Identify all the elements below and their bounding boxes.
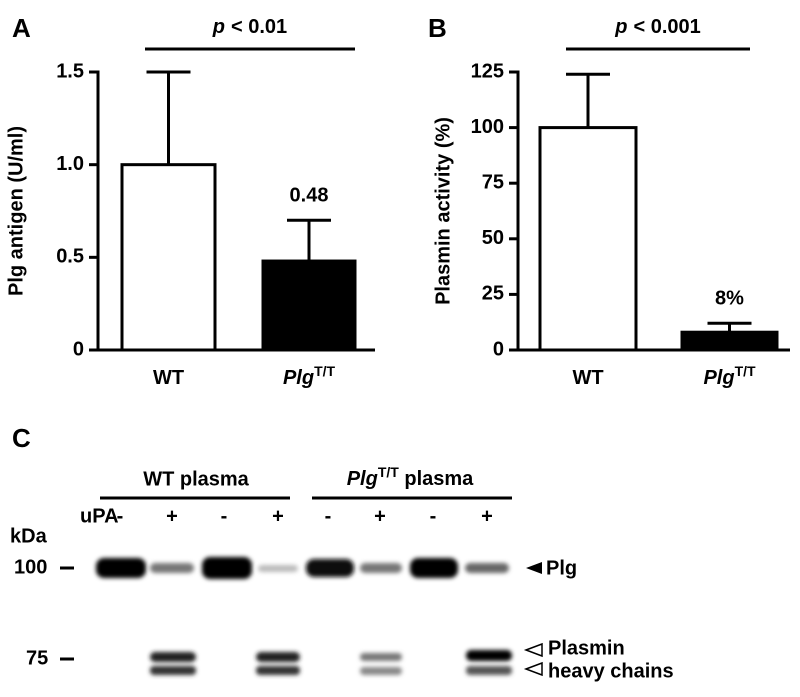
band-label: heavy chains xyxy=(548,660,674,682)
blot-panel: C WT plasma PlgT/T plasma uPA - + - + - + - + k… xyxy=(10,423,674,682)
group-label: PlgT/T plasma xyxy=(347,464,474,491)
error-bar xyxy=(146,70,191,165)
error-bar xyxy=(566,72,610,128)
y-tick-label: 75 xyxy=(482,171,504,193)
significance-text: < 0.01 xyxy=(231,16,287,38)
y-tick-label: 0.5 xyxy=(56,246,84,268)
lane-label: + xyxy=(272,505,284,527)
x-tick-label: WT xyxy=(153,367,184,389)
significance: p < 0.01 xyxy=(212,16,287,38)
value-label: 0.48 xyxy=(290,185,329,207)
bands xyxy=(96,557,512,675)
unit-label: kDa xyxy=(10,525,48,547)
group-italic: Plg xyxy=(347,468,378,490)
row-label: uPA xyxy=(80,505,119,527)
band-label: Plasmin xyxy=(548,637,625,659)
significance-text: < 0.001 xyxy=(633,16,700,38)
lane-label: - xyxy=(430,505,437,527)
arrowhead xyxy=(523,661,543,677)
band xyxy=(360,653,402,661)
band xyxy=(150,652,196,662)
value-label: 8% xyxy=(715,288,744,310)
category: Plg xyxy=(283,367,314,389)
x-tick-label: WT xyxy=(572,367,603,389)
marker-label: 100 xyxy=(14,556,47,578)
band xyxy=(150,563,194,573)
band xyxy=(466,650,512,661)
group-superscript: T/T xyxy=(378,464,399,480)
panel-label: B xyxy=(428,13,447,43)
y-axis-label: Plasmin activity (%) xyxy=(432,117,454,305)
y-tick-label: 1.0 xyxy=(56,153,84,175)
group-rest: plasma xyxy=(399,468,474,490)
category-superscript: T/T xyxy=(314,363,335,379)
bar xyxy=(680,330,779,352)
lane-label: + xyxy=(481,505,493,527)
panel-label: A xyxy=(12,13,31,43)
y-tick-label: 25 xyxy=(482,283,504,305)
bar xyxy=(538,126,638,352)
lane-label: + xyxy=(374,505,386,527)
lane-label: + xyxy=(166,505,178,527)
y-tick-label: 125 xyxy=(471,60,504,82)
y-tick-label: 100 xyxy=(471,116,504,138)
arrowhead xyxy=(526,562,542,574)
band xyxy=(150,666,196,675)
band xyxy=(360,667,402,675)
y-tick-label: 1.5 xyxy=(56,60,84,82)
band xyxy=(256,652,300,662)
band-label: Plg xyxy=(546,557,577,579)
significance: p < 0.001 xyxy=(614,16,701,38)
lane-labels: - + - + - + - + xyxy=(117,505,493,527)
band xyxy=(410,558,458,578)
category: WT xyxy=(153,367,184,389)
panel-label: C xyxy=(12,423,31,453)
group-label: WT plasma xyxy=(143,468,249,490)
band xyxy=(306,559,354,577)
bar xyxy=(261,259,357,352)
error-bar xyxy=(287,218,331,262)
y-tick-label: 50 xyxy=(482,227,504,249)
x-tick-label: PlgT/T xyxy=(703,363,756,390)
band xyxy=(360,563,402,573)
category-superscript: T/T xyxy=(735,363,756,379)
band xyxy=(256,666,300,675)
significance-p: p xyxy=(212,16,225,38)
bar xyxy=(120,163,217,352)
significance-p: p xyxy=(614,16,627,38)
band xyxy=(466,666,512,675)
band xyxy=(465,563,509,573)
x-tick-label: PlgT/T xyxy=(283,363,336,390)
band xyxy=(258,565,298,572)
category: Plg xyxy=(703,367,734,389)
y-tick-label: 0 xyxy=(493,338,504,360)
lane-label: - xyxy=(221,505,228,527)
y-tick-label: 0 xyxy=(73,338,84,360)
lane-label: - xyxy=(117,505,124,527)
y-axis-label: Plg antigen (U/ml) xyxy=(5,126,27,296)
marker-label: 75 xyxy=(26,647,48,669)
band xyxy=(202,557,252,579)
arrowhead xyxy=(523,642,543,658)
band xyxy=(96,558,146,578)
category: WT xyxy=(572,367,603,389)
lane-label: - xyxy=(325,505,332,527)
